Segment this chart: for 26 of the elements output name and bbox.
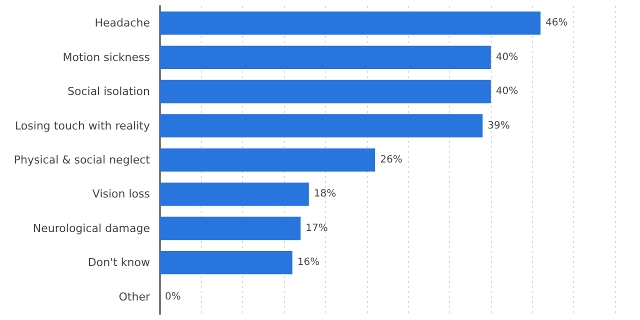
bar xyxy=(160,216,301,240)
data-label: 40% xyxy=(496,86,518,98)
data-label: 0% xyxy=(165,291,181,302)
bar xyxy=(160,182,309,206)
data-label: 40% xyxy=(496,52,518,63)
y-tick-label: Vision loss xyxy=(92,188,150,201)
data-label: 17% xyxy=(306,222,328,234)
y-tick-label: Other xyxy=(118,290,150,304)
y-tick-label: Don't know xyxy=(88,256,150,270)
data-label: 16% xyxy=(297,257,320,268)
bar xyxy=(160,148,376,172)
y-tick-label: Motion sickness xyxy=(62,50,150,64)
bar xyxy=(160,80,491,104)
y-tick-label: Social isolation xyxy=(68,85,150,98)
data-label: 18% xyxy=(314,188,336,200)
data-label: 26% xyxy=(380,154,402,166)
y-tick-label: Headache xyxy=(94,16,150,30)
data-label: 39% xyxy=(488,120,510,132)
y-tick-label: Neurological damage xyxy=(32,222,150,235)
bar xyxy=(160,46,491,69)
bar xyxy=(160,251,292,274)
bar xyxy=(160,11,541,35)
y-tick-label: Physical & social neglect xyxy=(14,154,151,166)
y-tick-label: Losing touch with reality xyxy=(15,119,150,132)
bar xyxy=(160,114,483,138)
data-label: 46% xyxy=(546,18,568,29)
